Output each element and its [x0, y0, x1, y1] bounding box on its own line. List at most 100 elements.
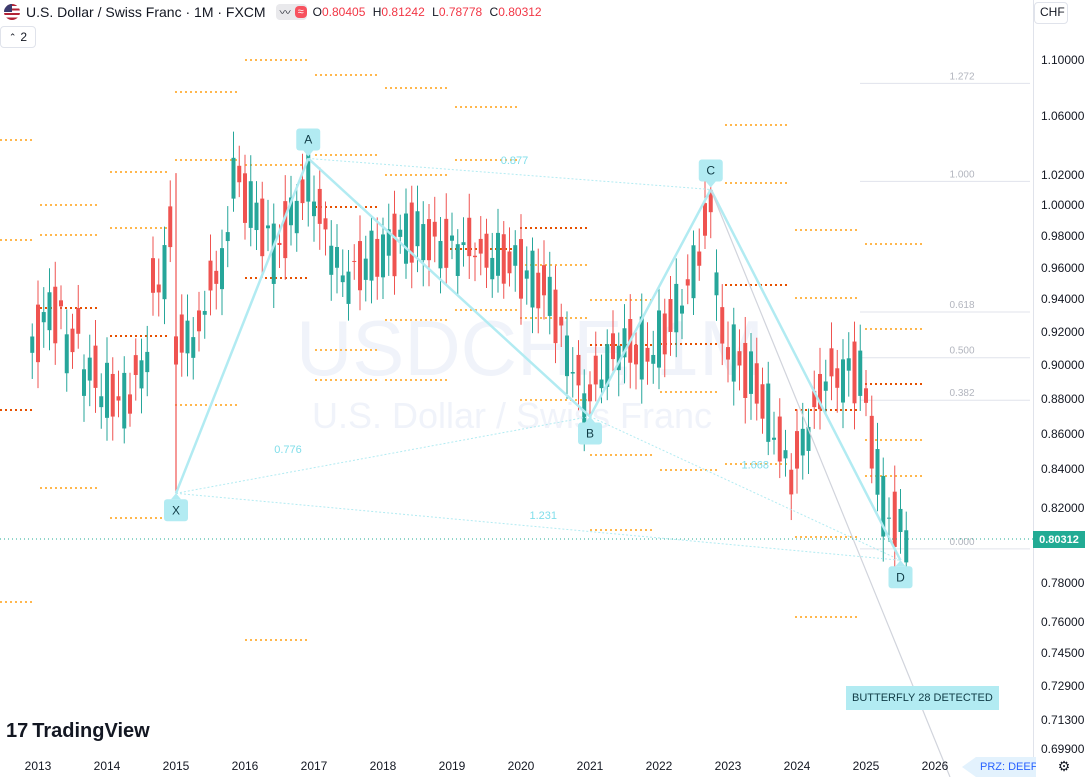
candle-body — [841, 359, 845, 403]
ohlc-high: 0.81242 — [381, 5, 425, 19]
candle-body — [162, 245, 167, 300]
pattern-point-box — [296, 128, 321, 151]
time-axis-label: 2025 — [853, 759, 880, 773]
candle-body — [605, 344, 610, 387]
indicators-toggle-button[interactable]: ⌃ 2 — [0, 26, 36, 48]
candle-body — [858, 350, 863, 396]
chart-canvas[interactable]: USDCHF, 1M U.S. Dollar / Swiss Franc 1.2… — [0, 0, 1033, 777]
candle-body — [846, 358, 851, 371]
usd-flag-icon — [4, 4, 20, 20]
candle-body — [875, 449, 880, 495]
pattern-point-box — [578, 422, 602, 445]
chart-style-pill[interactable]: 〰 ≈ — [275, 4, 307, 20]
price-axis[interactable]: 1.10000 1.06000 1.02000 1.00000 0.98000 0.960… — [1033, 0, 1086, 777]
pattern-ratio-label: 0.877 — [501, 155, 529, 167]
pattern-ratio-label: 0.776 — [274, 444, 302, 456]
candle-body — [714, 272, 719, 296]
candle-body — [82, 369, 86, 396]
candle-body — [381, 234, 385, 278]
pattern-ratio-line — [308, 157, 711, 190]
candle-body — [47, 292, 52, 331]
candle-body — [864, 388, 868, 403]
currency-button[interactable] — [1034, 2, 1068, 24]
candle-body — [363, 258, 368, 280]
time-axis-label: 2020 — [508, 759, 535, 773]
ohlc-close-key: C — [489, 5, 499, 19]
candle-body — [576, 354, 581, 386]
time-axis-label: 2026 — [922, 759, 949, 773]
pattern-point-pointer — [585, 416, 595, 423]
candle-body — [300, 179, 305, 204]
candle-body — [30, 336, 35, 353]
price-axis-label: 0.76000 — [1041, 615, 1085, 629]
candle-body — [461, 242, 466, 246]
candle-body — [404, 213, 408, 264]
time-axis-label: 2023 — [715, 759, 742, 773]
price-axis-label: 0.71300 — [1041, 713, 1085, 727]
chevron-up-icon: ⌃ — [8, 31, 17, 42]
tradingview-logo[interactable]: 17 TradingView — [6, 720, 150, 743]
candle-body — [800, 428, 805, 456]
ohlc-open-key: O — [312, 5, 322, 19]
candle-body — [260, 198, 265, 257]
candle-body — [662, 313, 667, 355]
candle-body — [237, 165, 242, 183]
candle-body — [398, 229, 403, 237]
last-price-tag: 0.80312 — [1033, 531, 1085, 548]
ohlc-high-key: H — [372, 5, 382, 19]
candle-body — [829, 348, 834, 377]
candle-body — [622, 328, 627, 358]
symbol-title[interactable]: U.S. Dollar / Swiss Franc · 1M · FXCM — [26, 4, 266, 20]
candle-body — [415, 211, 420, 247]
candle-body — [881, 475, 886, 537]
ohlc-readout: O0.80405 H0.81242 L0.78778 C0.80312 — [313, 5, 546, 19]
price-axis-label: 0.98000 — [1041, 229, 1085, 243]
price-axis-label: 0.88000 — [1041, 392, 1085, 406]
candles — [30, 131, 909, 583]
candle-body — [41, 312, 46, 323]
pattern-leg — [307, 157, 591, 418]
candle-body — [329, 245, 334, 275]
candle-body — [478, 238, 483, 254]
candle-body — [254, 202, 259, 231]
candle-body — [507, 251, 512, 274]
pattern-point-box — [888, 566, 913, 589]
candle-body — [133, 355, 138, 375]
wave-icon: 〰 — [279, 7, 291, 19]
candle-body — [323, 218, 328, 230]
fib-levels: 1.272 1.000 0.618 0.500 0.382 0.000 — [860, 71, 1030, 550]
candle-body — [680, 305, 684, 314]
candle-body — [536, 272, 541, 309]
pattern-point-label: A — [304, 132, 312, 146]
candle-body — [852, 341, 857, 404]
time-axis-label: 2018 — [370, 759, 397, 773]
candle-body — [283, 201, 288, 259]
candle-body — [116, 396, 121, 401]
candle-body — [369, 230, 374, 281]
pattern-ratio-label: 1.668 — [741, 459, 769, 471]
candle-body — [645, 347, 650, 362]
gear-icon[interactable]: ⚙ — [1057, 758, 1071, 774]
candle-body — [593, 355, 598, 385]
pattern-ratio-line — [175, 492, 901, 561]
candle-body — [501, 234, 506, 284]
candle-body — [697, 251, 702, 266]
candle-body — [225, 232, 230, 242]
candle-body — [214, 270, 219, 284]
approx-icon: ≈ — [294, 6, 307, 18]
candle-body — [795, 431, 799, 469]
candle-body — [818, 373, 822, 410]
pattern-point-label: B — [586, 427, 594, 441]
price-axis-label: 0.90000 — [1041, 358, 1085, 372]
candle-body — [772, 437, 776, 440]
candle-body — [427, 219, 431, 261]
candle-body — [421, 224, 426, 261]
candle-body — [657, 310, 661, 368]
candle-body — [783, 450, 788, 459]
price-axis-label: 0.96000 — [1041, 261, 1085, 275]
fib-label: 0.618 — [949, 300, 974, 311]
candle-body — [737, 351, 742, 366]
butterfly-detected-label: BUTTERFLY 28 DETECTED — [846, 686, 999, 710]
price-axis-label: 0.82000 — [1041, 501, 1085, 515]
candle-body — [743, 342, 748, 398]
